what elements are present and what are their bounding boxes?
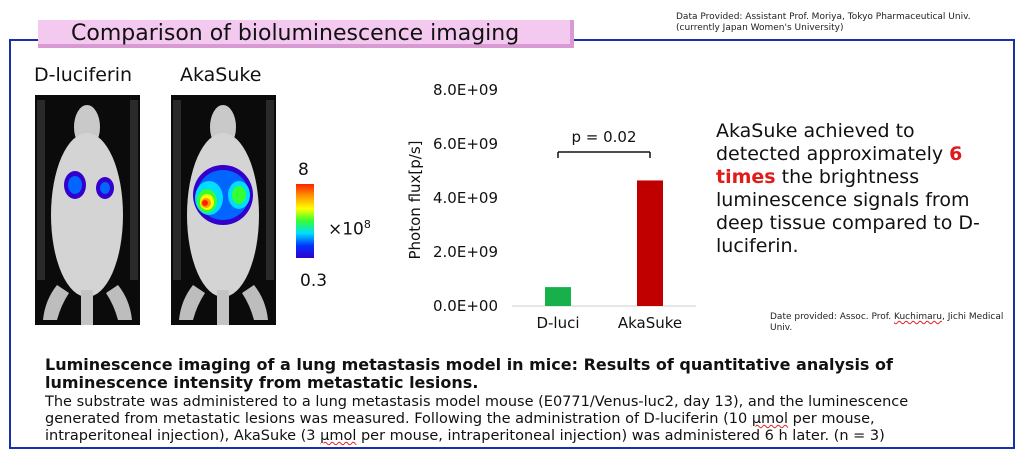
date-provided-post: , Jichi Medical Univ. xyxy=(770,312,1004,333)
d-luciferin-mouse-image xyxy=(35,95,140,325)
y-tick-label: 4.0E+09 xyxy=(433,189,498,207)
bar-d-luci xyxy=(545,287,571,306)
caption-body: The substrate was administered to a lung… xyxy=(45,394,985,445)
akasuke-mouse-image xyxy=(171,95,276,325)
y-tick-label: 8.0E+09 xyxy=(433,81,498,99)
caption-body-1: The substrate was administered to a lung… xyxy=(45,394,909,427)
caption-unit-a: μmol xyxy=(751,411,789,427)
bar-akasuke xyxy=(637,180,663,306)
color-scale-unit: ×108 xyxy=(328,218,371,240)
summary-text: AkaSuke achieved to detected approximate… xyxy=(716,120,996,258)
date-provided-pre: Date provided: Assoc. Prof. xyxy=(770,312,895,322)
color-scale-bar xyxy=(296,184,314,258)
y-tick-label: 0.0E+00 xyxy=(433,297,498,315)
data-provider-note: Data Provided: Assistant Prof. Moriya, T… xyxy=(676,12,971,34)
caption-unit-b: μmol xyxy=(320,428,357,444)
color-scale-unit-exponent: 8 xyxy=(363,218,371,231)
summary-post: the brightness luminescence signals from… xyxy=(716,166,980,257)
date-provided-note: Date provided: Assoc. Prof. Kuchimaru, J… xyxy=(770,312,1020,334)
p-value-annotation: p = 0.02 xyxy=(571,128,636,146)
d-luciferin-image-label: D-luciferin xyxy=(34,64,133,86)
y-axis-title: Photon flux[p/s] xyxy=(406,141,424,260)
akasuke-image-label: AkaSuke xyxy=(180,64,262,86)
summary-pre: AkaSuke achieved to detected approximate… xyxy=(716,120,944,165)
y-tick-label: 2.0E+09 xyxy=(433,243,498,261)
d-luciferin-mouse-svg xyxy=(35,95,140,325)
page-title: Comparison of bioluminescence imaging xyxy=(38,20,574,48)
caption-body-2: per mouse, intraperitoneal injection), A… xyxy=(45,411,875,444)
date-provided-name: Kuchimaru xyxy=(894,312,943,322)
akasuke-mouse-svg xyxy=(171,95,276,325)
photon-flux-bar-chart: Photon flux[p/s] p = 0.02 0.0E+00 2.0E+09… xyxy=(406,81,696,332)
color-scale-max: 8 xyxy=(298,160,309,180)
color-scale-min: 0.3 xyxy=(300,271,328,291)
color-scale-unit-prefix: ×10 xyxy=(328,219,364,240)
y-tick-label: 6.0E+09 xyxy=(433,135,498,153)
summary-highlight: 6 times xyxy=(716,143,963,188)
caption-heading: Luminescence imaging of a lung metastasi… xyxy=(45,355,893,392)
x-tick-label: D-luci xyxy=(536,314,579,332)
caption-body-3: per mouse, intraperitoneal injection) wa… xyxy=(356,428,885,444)
x-tick-label: AkaSuke xyxy=(618,314,682,332)
provider-line-1: Data Provided: Assistant Prof. Moriya, T… xyxy=(676,12,971,22)
provider-line-2: (currently Japan Women's University) xyxy=(676,23,844,33)
